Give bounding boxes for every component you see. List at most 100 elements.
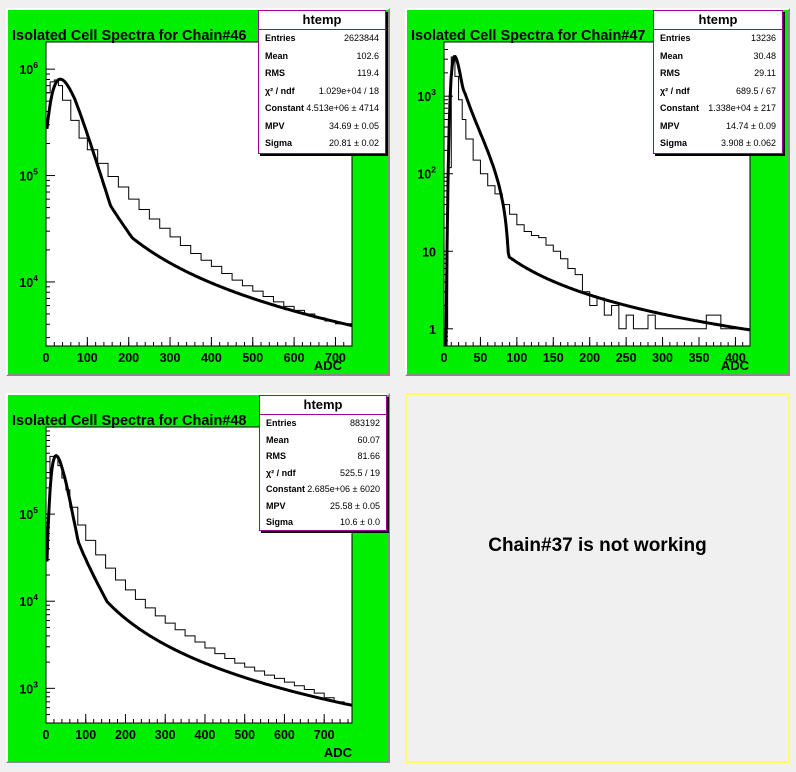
x-tick-label: 0 bbox=[43, 351, 50, 365]
pad-chain48: 0 100 200 300 400 500 600 700 103 104 105 ADC Isola… bbox=[6, 393, 390, 763]
histogram-series bbox=[46, 79, 352, 346]
stats-row: Mean 30.48 bbox=[654, 48, 782, 66]
stats-row: MPV 34.69 ± 0.05 bbox=[259, 118, 385, 136]
stats-value: 1.338e+04 ± 217 bbox=[708, 103, 776, 113]
stats-value: 102.6 bbox=[356, 50, 379, 61]
x-tick-label: 400 bbox=[201, 351, 222, 365]
stats-label: χ² / ndf bbox=[265, 85, 295, 96]
x-tick-label: 100 bbox=[75, 728, 96, 742]
y-tick-label: 103 bbox=[417, 87, 436, 104]
y-tick-label: 105 bbox=[19, 505, 38, 522]
stats-label: χ² / ndf bbox=[266, 467, 296, 478]
notice-text: Chain#37 is not working bbox=[488, 535, 707, 556]
y-tick-label: 102 bbox=[417, 165, 436, 182]
x-tick-label: 300 bbox=[160, 351, 181, 365]
x-tick-label: 300 bbox=[155, 728, 176, 742]
fit-curve bbox=[46, 77, 352, 328]
y-tick-label: 104 bbox=[19, 592, 38, 609]
stats-label: Sigma bbox=[660, 138, 688, 148]
stats-row: RMS 119.4 bbox=[259, 65, 385, 83]
x-tick-label: 700 bbox=[314, 728, 335, 742]
stats-value: 25.58 ± 0.05 bbox=[330, 500, 380, 511]
x-tick-label: 200 bbox=[579, 351, 600, 365]
stats-label: Sigma bbox=[266, 517, 294, 527]
plot-title: Isolated Cell Spectra for Chain#46 bbox=[12, 28, 247, 44]
stats-row: Mean 102.6 bbox=[259, 48, 385, 66]
stats-title: htemp bbox=[654, 11, 782, 30]
y-tick-label: 105 bbox=[19, 167, 38, 184]
y-tick-label: 1 bbox=[429, 323, 436, 337]
plot-title: Isolated Cell Spectra for Chain#47 bbox=[411, 28, 646, 44]
stats-row: χ² / ndf 1.029e+04 / 18 bbox=[259, 83, 385, 101]
stats-row: χ² / ndf 525.5 / 19 bbox=[260, 465, 386, 482]
stats-value: 30.48 bbox=[753, 50, 776, 61]
x-tick-label: 0 bbox=[441, 351, 448, 365]
stats-value: 20.81 ± 0.02 bbox=[329, 138, 379, 148]
pad-chain37: Chain#37 is not working bbox=[405, 393, 790, 763]
stats-value: 2623844 bbox=[343, 33, 379, 43]
y-tick-label: 103 bbox=[19, 679, 38, 696]
stats-label: Entries bbox=[265, 33, 296, 43]
y-tick-label: 106 bbox=[19, 60, 38, 77]
stats-row: MPV 25.58 ± 0.05 bbox=[260, 498, 386, 515]
stats-label: Mean bbox=[660, 50, 684, 61]
stats-label: MPV bbox=[266, 500, 286, 511]
stats-label: Mean bbox=[265, 50, 289, 61]
pad-chain46: 0 100 200 300 400 500 600 700 104 105 106 ADC Isola… bbox=[6, 8, 390, 376]
stats-box: htemp Entries 2623844 Mean 102.6 RMS 119.4 … bbox=[258, 10, 386, 154]
stats-value: 29.11 bbox=[754, 68, 776, 78]
x-tick-label: 500 bbox=[234, 728, 255, 742]
stats-value: 14.74 ± 0.09 bbox=[726, 120, 776, 131]
stats-label: MPV bbox=[660, 120, 680, 131]
fit-curve bbox=[444, 55, 750, 346]
stats-value: 81.66 bbox=[357, 451, 380, 461]
stats-row: Mean 60.07 bbox=[260, 432, 386, 449]
stats-row: Constant 4.513e+06 ± 4714 bbox=[259, 100, 385, 118]
stats-value: 525.5 / 19 bbox=[339, 467, 380, 478]
stats-label: Mean bbox=[266, 434, 290, 445]
stats-value: 2.685e+06 ± 6020 bbox=[307, 484, 380, 494]
histogram-series bbox=[444, 56, 750, 346]
x-axis-label: ADC bbox=[314, 358, 343, 373]
x-tick-label: 100 bbox=[77, 351, 98, 365]
stats-row: Entries 13236 bbox=[654, 30, 782, 48]
stats-row: Entries 883192 bbox=[260, 415, 386, 432]
stats-label: Entries bbox=[266, 418, 297, 428]
x-tick-label: 400 bbox=[725, 351, 746, 365]
stats-row: MPV 14.74 ± 0.09 bbox=[654, 118, 782, 136]
x-tick-label: 200 bbox=[118, 351, 139, 365]
stats-value: 1.029e+04 / 18 bbox=[318, 85, 379, 96]
stats-title: htemp bbox=[260, 396, 386, 415]
x-tick-label: 350 bbox=[689, 351, 710, 365]
stats-label: χ² / ndf bbox=[660, 85, 690, 96]
x-tick-label: 300 bbox=[652, 351, 673, 365]
y-tick-label: 10 bbox=[422, 245, 436, 259]
stats-box: htemp Entries 13236 Mean 30.48 RMS 29.11 χ²… bbox=[653, 10, 783, 154]
stats-row: RMS 29.11 bbox=[654, 65, 782, 83]
x-tick-label: 200 bbox=[115, 728, 136, 742]
stats-label: Constant bbox=[265, 103, 304, 113]
stats-label: RMS bbox=[265, 68, 285, 78]
y-tick-label: 104 bbox=[19, 273, 38, 290]
stats-label: RMS bbox=[266, 451, 286, 461]
stats-row: Sigma 10.6 ± 0.0 bbox=[260, 514, 386, 531]
stats-label: Sigma bbox=[265, 138, 293, 148]
x-tick-label: 400 bbox=[195, 728, 216, 742]
stats-box: htemp Entries 883192 Mean 60.07 RMS 81.66 χ… bbox=[259, 395, 387, 531]
stats-row: Entries 2623844 bbox=[259, 30, 385, 48]
stats-label: MPV bbox=[265, 120, 285, 131]
stats-value: 689.5 / 67 bbox=[735, 85, 776, 96]
stats-value: 60.07 bbox=[357, 434, 380, 445]
x-tick-label: 600 bbox=[284, 351, 305, 365]
stats-row: Constant 1.338e+04 ± 217 bbox=[654, 100, 782, 118]
stats-row: Sigma 3.908 ± 0.062 bbox=[654, 135, 782, 153]
stats-row: RMS 81.66 bbox=[260, 448, 386, 465]
stats-value: 119.4 bbox=[357, 68, 379, 78]
x-tick-label: 50 bbox=[473, 351, 487, 365]
x-axis-label: ADC bbox=[721, 358, 750, 373]
stats-value: 13236 bbox=[750, 33, 776, 43]
x-tick-label: 250 bbox=[616, 351, 637, 365]
stats-value: 883192 bbox=[349, 418, 380, 428]
x-tick-label: 700 bbox=[325, 351, 346, 365]
x-tick-label: 0 bbox=[43, 728, 50, 742]
